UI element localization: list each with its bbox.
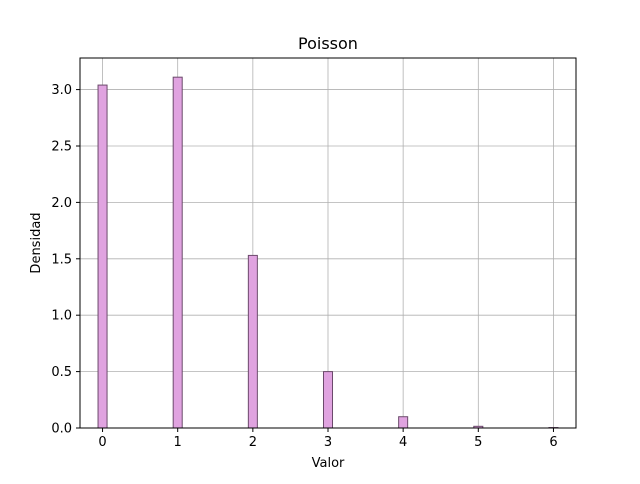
x-tick-label: 1 [174, 435, 182, 450]
histogram-bar [248, 255, 257, 428]
y-tick-label: 0.5 [51, 365, 72, 380]
y-tick-label: 2.5 [51, 139, 72, 154]
y-tick-label: 0.0 [51, 422, 72, 437]
y-tick-label: 1.0 [51, 309, 72, 324]
y-tick-label: 3.0 [51, 83, 72, 98]
x-tick-label: 4 [399, 435, 407, 450]
x-tick-label: 3 [324, 435, 332, 450]
x-axis-label: Valor [312, 456, 345, 471]
y-axis-label: Densidad [29, 212, 44, 273]
y-tick-label: 1.5 [51, 252, 72, 267]
histogram-bar [173, 77, 182, 428]
histogram-bar [323, 372, 332, 428]
histogram-bar [98, 85, 107, 428]
x-tick-label: 2 [249, 435, 257, 450]
histogram-bar [399, 417, 408, 428]
chart-title: Poisson [298, 34, 358, 53]
x-tick-label: 6 [549, 435, 557, 450]
y-tick-label: 2.0 [51, 196, 72, 211]
x-tick-label: 5 [474, 435, 482, 450]
x-tick-label: 0 [98, 435, 106, 450]
